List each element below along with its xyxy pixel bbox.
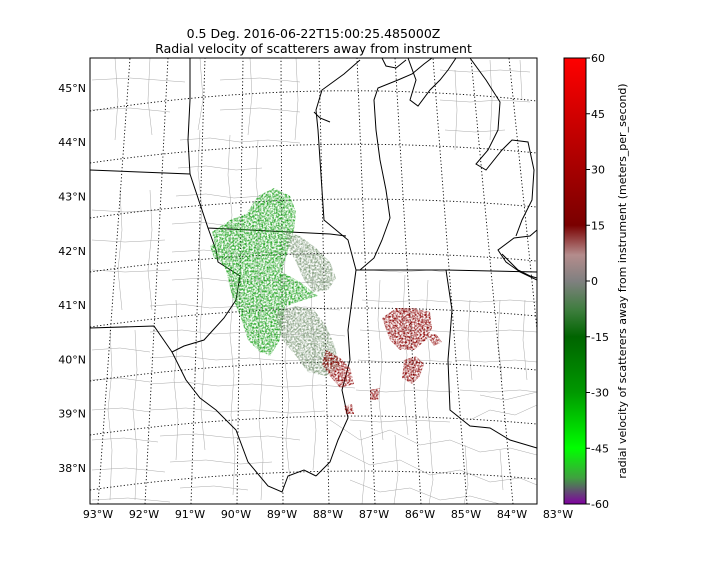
colorbar-tick-label: -45 (591, 442, 609, 455)
map-panel (90, 58, 537, 504)
echo-southern-illinois-outbound (322, 350, 354, 414)
lon-tick-label: 88°W (313, 508, 343, 521)
lat-tick-label: 43°N (58, 191, 86, 204)
colorbar-tick-label: -60 (591, 498, 609, 511)
map-title-line2: Radial velocity of scatterers away from … (155, 41, 472, 56)
map-title-line1: 0.5 Deg. 2016-06-22T15:00:25.485000Z (186, 26, 441, 41)
lat-tick-label: 39°N (58, 408, 86, 421)
latitude-tick-labels: 38°N 39°N 40°N 41°N 42°N 43°N 44°N 45°N (58, 82, 86, 475)
lon-tick-label: 85°W (451, 508, 481, 521)
lon-tick-label: 90°W (221, 508, 251, 521)
lat-tick-label: 41°N (58, 299, 86, 312)
radar-echoes (210, 188, 442, 414)
colorbar-tick-label: 30 (591, 164, 605, 177)
colorbar-label: radial velocity of scatterers away from … (616, 83, 629, 478)
lat-tick-label: 40°N (58, 353, 86, 366)
lon-tick-label: 83°W (543, 508, 573, 521)
colorbar-tick-label: 60 (591, 52, 605, 65)
longitude-tick-labels: 93°W 92°W 91°W 90°W 89°W 88°W 87°W 86°W 85°W 84°W… (83, 508, 573, 521)
lat-tick-label: 42°N (58, 245, 86, 258)
lon-tick-label: 86°W (405, 508, 435, 521)
lon-tick-label: 87°W (359, 508, 389, 521)
colorbar-tick-label: 45 (591, 108, 605, 121)
lat-tick-label: 38°N (58, 462, 86, 475)
map-frame (89, 57, 538, 505)
lon-tick-label: 93°W (83, 508, 113, 521)
colorbar-tick-label: -30 (591, 387, 609, 400)
echo-northern-illinois-inbound (210, 188, 318, 356)
state-boundaries (90, 58, 537, 493)
echo-indiana-outbound (370, 308, 442, 400)
colorbar-ticks: 60 45 30 15 0 -15 -30 -45 -60 (586, 52, 609, 511)
lat-tick-label: 45°N (58, 82, 86, 95)
lon-tick-label: 89°W (267, 508, 297, 521)
colorbar-tick-label: 0 (591, 275, 598, 288)
graticule (90, 58, 537, 504)
colorbar (563, 57, 587, 505)
lon-tick-label: 91°W (175, 508, 205, 521)
lat-tick-label: 44°N (58, 136, 86, 149)
lon-tick-label: 84°W (497, 508, 527, 521)
colorbar-tick-label: 15 (591, 219, 605, 232)
colorbar-tick-label: -15 (591, 331, 609, 344)
lon-tick-label: 92°W (129, 508, 159, 521)
